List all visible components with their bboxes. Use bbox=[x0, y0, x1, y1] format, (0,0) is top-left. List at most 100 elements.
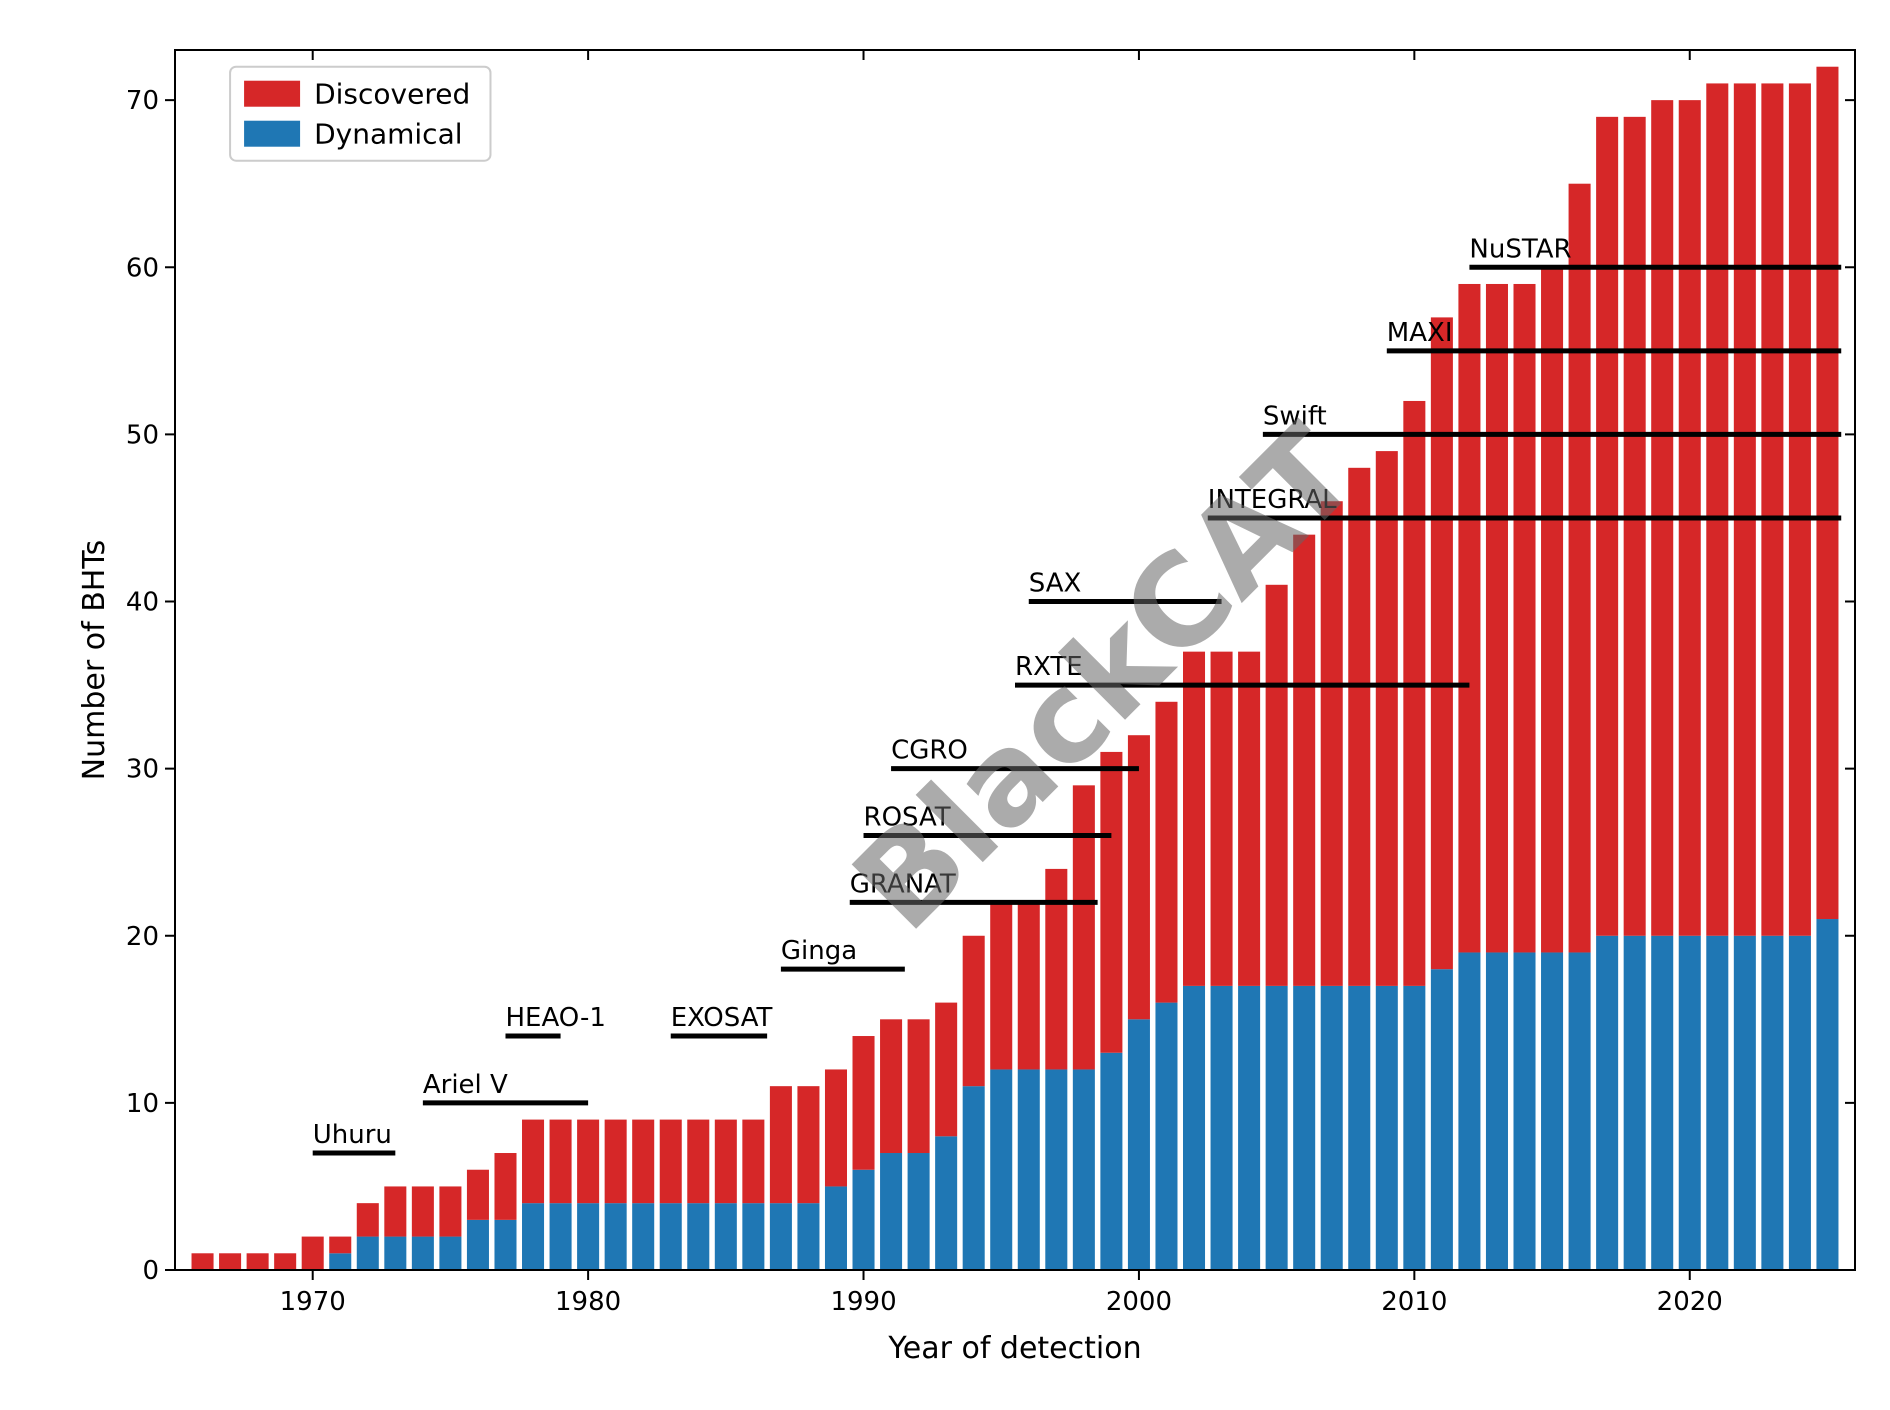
ytick-label: 60 bbox=[126, 253, 159, 283]
bar-dynamical bbox=[742, 1203, 764, 1270]
legend-label-discovered: Discovered bbox=[314, 78, 470, 111]
bar-dynamical bbox=[1018, 1069, 1040, 1270]
bar-discovered bbox=[1624, 117, 1646, 936]
bar-discovered bbox=[357, 1203, 379, 1236]
bar-dynamical bbox=[990, 1069, 1012, 1270]
mission-label-nustar: NuSTAR bbox=[1469, 234, 1571, 264]
bar-discovered bbox=[1458, 284, 1480, 952]
bar-discovered bbox=[632, 1120, 654, 1204]
bar-dynamical bbox=[715, 1203, 737, 1270]
bar-discovered bbox=[1486, 284, 1508, 952]
xtick-label: 2000 bbox=[1106, 1287, 1172, 1317]
bar-dynamical bbox=[1073, 1069, 1095, 1270]
bar-dynamical bbox=[1376, 986, 1398, 1270]
bar-discovered bbox=[660, 1120, 682, 1204]
bar-discovered bbox=[1376, 451, 1398, 986]
bar-discovered bbox=[1183, 652, 1205, 986]
bar-discovered bbox=[1293, 535, 1315, 986]
bar-dynamical bbox=[687, 1203, 709, 1270]
bar-dynamical bbox=[1706, 936, 1728, 1270]
bar-dynamical bbox=[1238, 986, 1260, 1270]
bar-dynamical bbox=[1348, 986, 1370, 1270]
ytick-label: 10 bbox=[126, 1089, 159, 1119]
bar-discovered bbox=[1513, 284, 1535, 952]
bar-dynamical bbox=[1045, 1069, 1067, 1270]
bar-discovered bbox=[1596, 117, 1618, 936]
bar-discovered bbox=[715, 1120, 737, 1204]
xtick-label: 1990 bbox=[830, 1287, 896, 1317]
bar-dynamical bbox=[853, 1170, 875, 1270]
xtick-label: 2020 bbox=[1657, 1287, 1723, 1317]
bar-dynamical bbox=[1100, 1053, 1122, 1270]
ytick-label: 20 bbox=[126, 922, 159, 952]
bar-discovered bbox=[329, 1237, 351, 1254]
bar-dynamical bbox=[1596, 936, 1618, 1270]
bar-discovered bbox=[742, 1120, 764, 1204]
bar-dynamical bbox=[1486, 952, 1508, 1270]
bar-dynamical bbox=[522, 1203, 544, 1270]
bar-dynamical bbox=[384, 1237, 406, 1270]
bar-discovered bbox=[550, 1120, 572, 1204]
bar-dynamical bbox=[577, 1203, 599, 1270]
bar-dynamical bbox=[1321, 986, 1343, 1270]
bar-dynamical bbox=[412, 1237, 434, 1270]
bar-dynamical bbox=[1651, 936, 1673, 1270]
bar-discovered bbox=[797, 1086, 819, 1203]
bar-discovered bbox=[1431, 317, 1453, 969]
bar-discovered bbox=[687, 1120, 709, 1204]
bar-dynamical bbox=[660, 1203, 682, 1270]
bar-dynamical bbox=[329, 1253, 351, 1270]
bar-dynamical bbox=[1183, 986, 1205, 1270]
bar-dynamical bbox=[935, 1136, 957, 1270]
chart-svg: UhuruAriel VHEAO-1EXOSATGingaGRANATROSAT… bbox=[0, 0, 1890, 1410]
ytick-label: 70 bbox=[126, 86, 159, 116]
bar-dynamical bbox=[1211, 986, 1233, 1270]
bar-dynamical bbox=[1403, 986, 1425, 1270]
mission-label-exosat: EXOSAT bbox=[671, 1003, 773, 1033]
bar-discovered bbox=[1211, 652, 1233, 986]
ytick-label: 40 bbox=[126, 588, 159, 618]
bar-discovered bbox=[302, 1237, 324, 1270]
bar-dynamical bbox=[825, 1186, 847, 1270]
bar-discovered bbox=[1734, 83, 1756, 935]
bar-discovered bbox=[384, 1186, 406, 1236]
bar-dynamical bbox=[494, 1220, 516, 1270]
legend: Discovered Dynamical bbox=[230, 67, 490, 161]
bar-dynamical bbox=[1679, 936, 1701, 1270]
bar-discovered bbox=[880, 1019, 902, 1153]
bar-dynamical bbox=[632, 1203, 654, 1270]
bar-dynamical bbox=[1541, 952, 1563, 1270]
bar-discovered bbox=[577, 1120, 599, 1204]
bar-discovered bbox=[770, 1086, 792, 1203]
bar-dynamical bbox=[605, 1203, 627, 1270]
xtick-label: 2010 bbox=[1381, 1287, 1447, 1317]
ytick-label: 0 bbox=[142, 1256, 159, 1286]
bar-discovered bbox=[219, 1253, 241, 1270]
bar-discovered bbox=[1789, 83, 1811, 935]
bar-dynamical bbox=[797, 1203, 819, 1270]
bar-dynamical bbox=[1155, 1003, 1177, 1270]
bar-discovered bbox=[1128, 735, 1150, 1019]
mission-label-sax: SAX bbox=[1029, 569, 1082, 599]
legend-swatch-discovered bbox=[244, 81, 300, 107]
legend-label-dynamical: Dynamical bbox=[314, 118, 462, 151]
bar-discovered bbox=[1073, 785, 1095, 1069]
bar-discovered bbox=[467, 1170, 489, 1220]
bar-dynamical bbox=[467, 1220, 489, 1270]
bar-discovered bbox=[1238, 652, 1260, 986]
bar-discovered bbox=[1045, 869, 1067, 1070]
bar-dynamical bbox=[1266, 986, 1288, 1270]
bar-discovered bbox=[522, 1120, 544, 1204]
bar-discovered bbox=[274, 1253, 296, 1270]
bar-dynamical bbox=[1761, 936, 1783, 1270]
bar-discovered bbox=[494, 1153, 516, 1220]
mission-label-uhuru: Uhuru bbox=[313, 1120, 392, 1150]
bar-discovered bbox=[1816, 67, 1838, 919]
bar-discovered bbox=[908, 1019, 930, 1153]
bar-discovered bbox=[192, 1253, 214, 1270]
bar-discovered bbox=[990, 902, 1012, 1069]
bar-discovered bbox=[1761, 83, 1783, 935]
bar-discovered bbox=[1706, 83, 1728, 935]
bar-discovered bbox=[247, 1253, 269, 1270]
chart-root: UhuruAriel VHEAO-1EXOSATGingaGRANATROSAT… bbox=[0, 0, 1890, 1410]
